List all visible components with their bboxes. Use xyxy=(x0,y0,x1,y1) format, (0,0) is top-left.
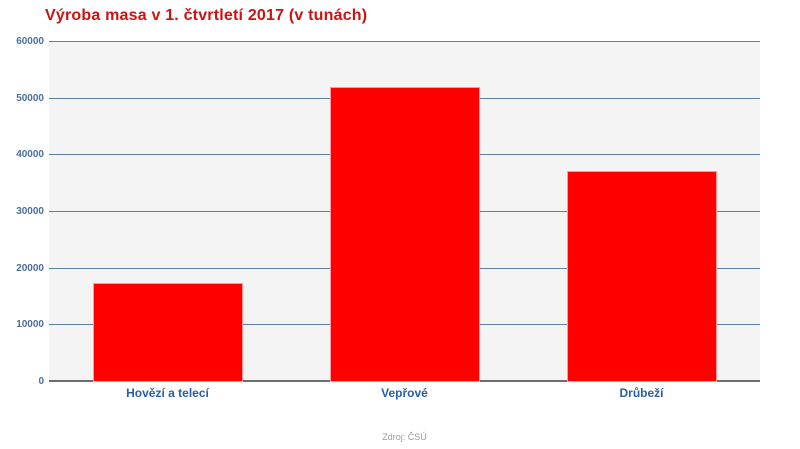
plot-area xyxy=(49,41,760,382)
bar-3 xyxy=(567,171,716,381)
y-tick-text: 30000 xyxy=(16,206,44,217)
y-tick-text: 60000 xyxy=(16,36,44,47)
chart-title: Výroba masa v 1. čtvrtletí 2017 (v tunác… xyxy=(45,7,368,24)
x-category-label-3: Drůbeží xyxy=(619,386,664,400)
x-axis-baseline xyxy=(49,380,760,382)
source-note: Zdroj: ČSÚ xyxy=(382,432,427,442)
gridline-60000 xyxy=(49,41,760,42)
bar-2 xyxy=(330,88,479,381)
x-category-label-2: Vepřové xyxy=(381,386,428,400)
y-tick-text: 20000 xyxy=(16,262,44,274)
y-tick-text: 40000 xyxy=(16,149,44,161)
y-tick-text: 0 xyxy=(38,376,44,387)
y-tick-text: 10000 xyxy=(16,319,44,331)
bar-1 xyxy=(93,284,242,381)
y-tick-text: 50000 xyxy=(16,92,44,104)
x-category-label-1: Hovězí a telecí xyxy=(126,386,209,400)
